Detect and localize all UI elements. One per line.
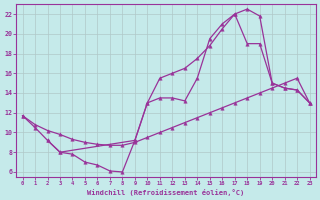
X-axis label: Windchill (Refroidissement éolien,°C): Windchill (Refroidissement éolien,°C): [87, 189, 245, 196]
